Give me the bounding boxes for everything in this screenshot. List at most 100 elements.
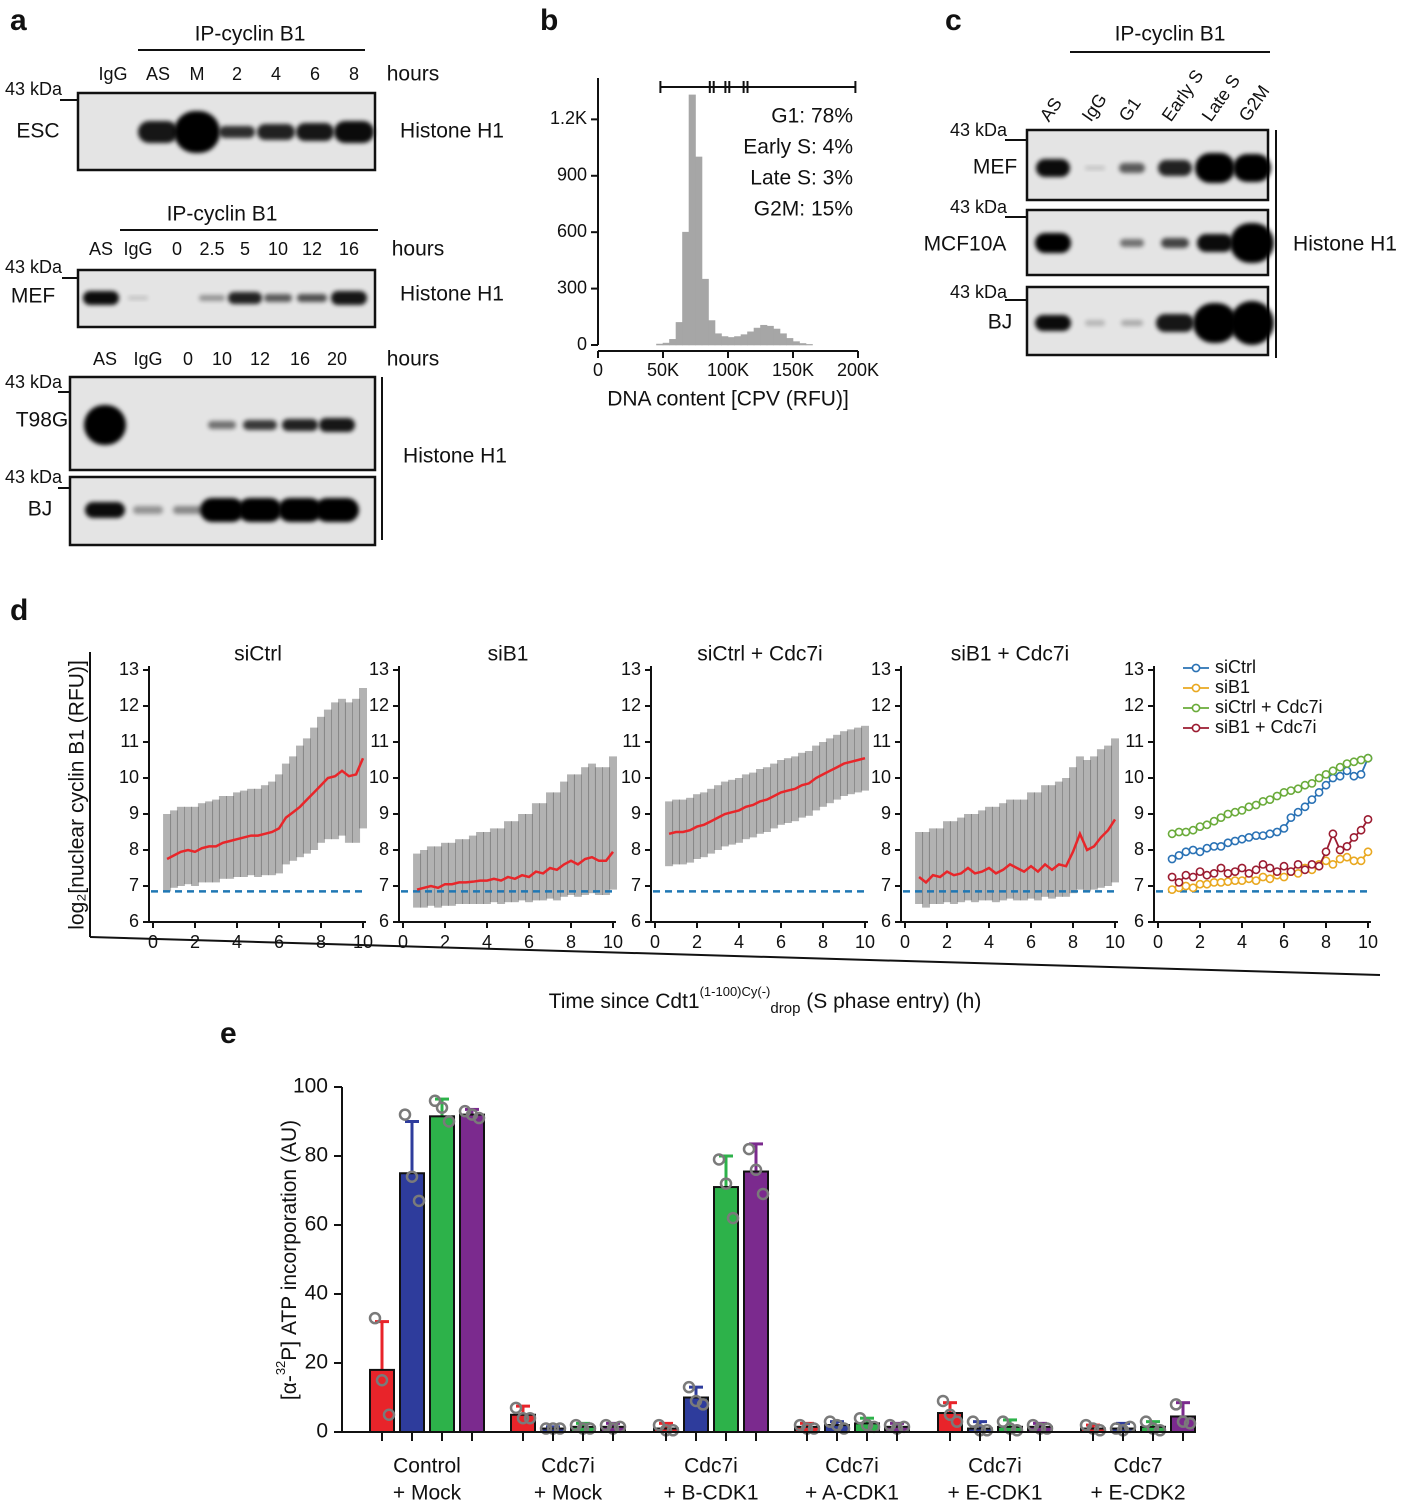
series-marker bbox=[1230, 876, 1240, 885]
series-marker bbox=[1356, 770, 1366, 779]
y-tick-label: 6 bbox=[1134, 911, 1144, 931]
x-tick-label: Cdc7 bbox=[1113, 1455, 1162, 1478]
histogram-bar bbox=[695, 156, 703, 346]
lane-label: IgG bbox=[133, 349, 162, 369]
series-marker bbox=[1328, 860, 1338, 869]
series-marker bbox=[1293, 784, 1303, 794]
lane-label: 2 bbox=[232, 64, 242, 84]
label-part: Time since Cdt1 bbox=[549, 990, 700, 1013]
point-cloud bbox=[999, 803, 1008, 901]
series-marker bbox=[1188, 872, 1198, 882]
point-cloud bbox=[352, 698, 361, 843]
series-marker bbox=[1307, 795, 1317, 804]
series-marker bbox=[1174, 851, 1184, 860]
y-tick-label: 11 bbox=[370, 731, 389, 751]
point-cloud bbox=[525, 814, 533, 903]
histogram-bar bbox=[792, 341, 800, 346]
blot-band bbox=[315, 498, 359, 522]
y-tick-label: 12 bbox=[119, 695, 139, 715]
y-tick-label: 600 bbox=[557, 221, 587, 241]
x-tick-label: + A-CDK1 bbox=[805, 1482, 899, 1505]
series-marker bbox=[1202, 820, 1212, 830]
label-sup: (1-100)Cy(-) bbox=[700, 984, 771, 999]
histogram-bar bbox=[773, 328, 781, 346]
blot-band bbox=[1121, 320, 1143, 326]
y-tick-label: 1.2K bbox=[550, 108, 587, 128]
series-marker bbox=[1209, 878, 1219, 887]
y-tick-label: 900 bbox=[557, 165, 587, 185]
panel-label: b bbox=[540, 4, 558, 37]
histogram-bar bbox=[753, 327, 761, 346]
data-point bbox=[807, 1422, 821, 1435]
y-tick-label: 10 bbox=[621, 767, 641, 787]
lane-label: 16 bbox=[290, 349, 310, 369]
series-marker bbox=[1195, 822, 1205, 831]
row-label: BJ bbox=[988, 311, 1013, 334]
y-tick-label: 9 bbox=[1134, 803, 1144, 823]
label-sup: 32 bbox=[273, 1361, 288, 1375]
series-marker bbox=[1223, 877, 1233, 887]
point-cloud bbox=[447, 842, 456, 906]
lane-label: IgG bbox=[123, 239, 152, 259]
series-marker bbox=[1265, 874, 1275, 884]
y-tick-label: 6 bbox=[631, 911, 641, 931]
point-cloud bbox=[218, 796, 227, 879]
bar bbox=[713, 1186, 739, 1434]
data-point bbox=[719, 1177, 733, 1190]
lane-label: 16 bbox=[339, 239, 359, 259]
point-cloud bbox=[1075, 756, 1084, 890]
point-cloud bbox=[1033, 792, 1042, 901]
median-line bbox=[918, 818, 1117, 885]
point-cloud bbox=[531, 803, 540, 901]
series-marker bbox=[1300, 802, 1310, 812]
row-label: MCF10A bbox=[924, 233, 1007, 256]
blot-header: IP-cyclin B1 bbox=[1115, 23, 1226, 46]
blot-band bbox=[282, 419, 318, 431]
point-cloud bbox=[441, 842, 449, 906]
series-marker bbox=[1244, 869, 1254, 878]
series-marker bbox=[1265, 829, 1275, 839]
point-cloud bbox=[260, 785, 269, 876]
x-tick-label: + E-CDK1 bbox=[947, 1482, 1042, 1505]
x-tick-label: 2 bbox=[942, 932, 952, 952]
median-line bbox=[416, 851, 614, 891]
series-marker bbox=[1181, 870, 1191, 880]
x-tick-label: Cdc7i bbox=[968, 1455, 1022, 1478]
series-marker bbox=[1265, 795, 1275, 804]
point-cloud bbox=[552, 792, 561, 901]
series-marker bbox=[1251, 831, 1261, 840]
blot-band bbox=[1085, 166, 1105, 170]
y-tick-label: 12 bbox=[621, 695, 641, 715]
annotation: Early S: 4% bbox=[743, 136, 853, 159]
x-tick-label: 4 bbox=[232, 932, 242, 952]
bar bbox=[399, 1172, 425, 1433]
bar bbox=[683, 1396, 709, 1433]
series-marker bbox=[1363, 753, 1373, 763]
panel-label: d bbox=[10, 594, 28, 627]
panel-label: c bbox=[945, 4, 962, 37]
point-cloud bbox=[296, 745, 304, 858]
point-cloud bbox=[560, 781, 569, 897]
point-cloud bbox=[1062, 778, 1071, 897]
blot-band bbox=[200, 498, 244, 522]
data-point bbox=[749, 1163, 763, 1177]
series-marker bbox=[1307, 779, 1317, 788]
x-tick-label: 6 bbox=[1026, 932, 1036, 952]
point-cloud bbox=[302, 738, 311, 854]
series-marker bbox=[1307, 860, 1317, 869]
y-tick-label: 7 bbox=[881, 875, 891, 895]
blot-header: IP-cyclin B1 bbox=[167, 203, 278, 226]
row-label: MEF bbox=[11, 285, 55, 308]
lane-label: 5 bbox=[240, 239, 250, 259]
x-tick-label: 6 bbox=[524, 932, 534, 952]
blot-band bbox=[173, 506, 203, 514]
y-axis-label: [α-32P] ATP incorporation (AU) bbox=[273, 1120, 300, 1400]
point-cloud bbox=[665, 801, 674, 867]
point-cloud bbox=[504, 821, 512, 903]
histogram-bar bbox=[727, 337, 735, 346]
blot-band bbox=[1119, 163, 1145, 173]
lane-label: G1 bbox=[1115, 94, 1145, 125]
point-cloud bbox=[184, 806, 193, 885]
data-point bbox=[405, 1170, 419, 1183]
